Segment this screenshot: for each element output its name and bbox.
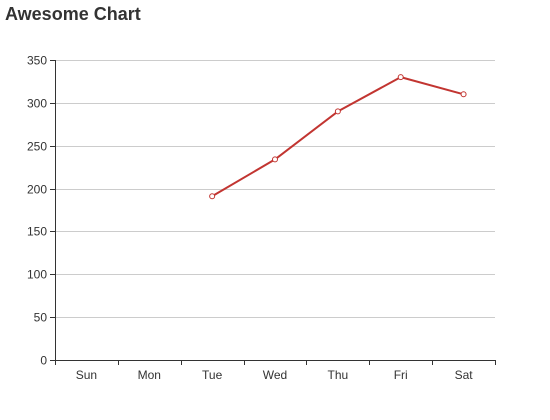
chart-title: Awesome Chart: [5, 4, 141, 24]
grid-lines: [55, 60, 495, 318]
x-tick-label-tue: Tue: [202, 368, 223, 382]
y-tick-label-1: 50: [34, 311, 48, 325]
x-tick-label-fri: Fri: [394, 368, 408, 382]
y-tick-label-6: 300: [27, 97, 47, 111]
data-point-sat: [460, 91, 467, 98]
data-point-fri: [397, 74, 404, 81]
y-tick-label-7: 350: [27, 54, 47, 68]
data-point-wed: [272, 156, 278, 163]
data-point-tue: [209, 193, 216, 200]
series: [209, 74, 467, 200]
y-tick-label-5: 250: [27, 140, 47, 154]
x-tick-label-mon: Mon: [138, 368, 161, 382]
x-tick-label-sat: Sat: [455, 368, 474, 382]
x-tick-label-sun: Sun: [76, 368, 97, 382]
y-tick-label-0: 0: [40, 354, 47, 368]
y-tick-label-3: 150: [27, 225, 47, 239]
x-tick-label-thu: Thu: [328, 368, 349, 382]
data-point-thu: [334, 108, 341, 115]
series-line-0: [211, 76, 464, 198]
y-tick-label-2: 100: [27, 268, 47, 282]
y-tick-label-4: 200: [27, 183, 47, 197]
axes: 0 50 100 150 200 250 300 350 Sun Mon Tue Wed Thu Fri S…: [27, 54, 496, 382]
x-tick-label-wed: Wed: [263, 368, 287, 382]
